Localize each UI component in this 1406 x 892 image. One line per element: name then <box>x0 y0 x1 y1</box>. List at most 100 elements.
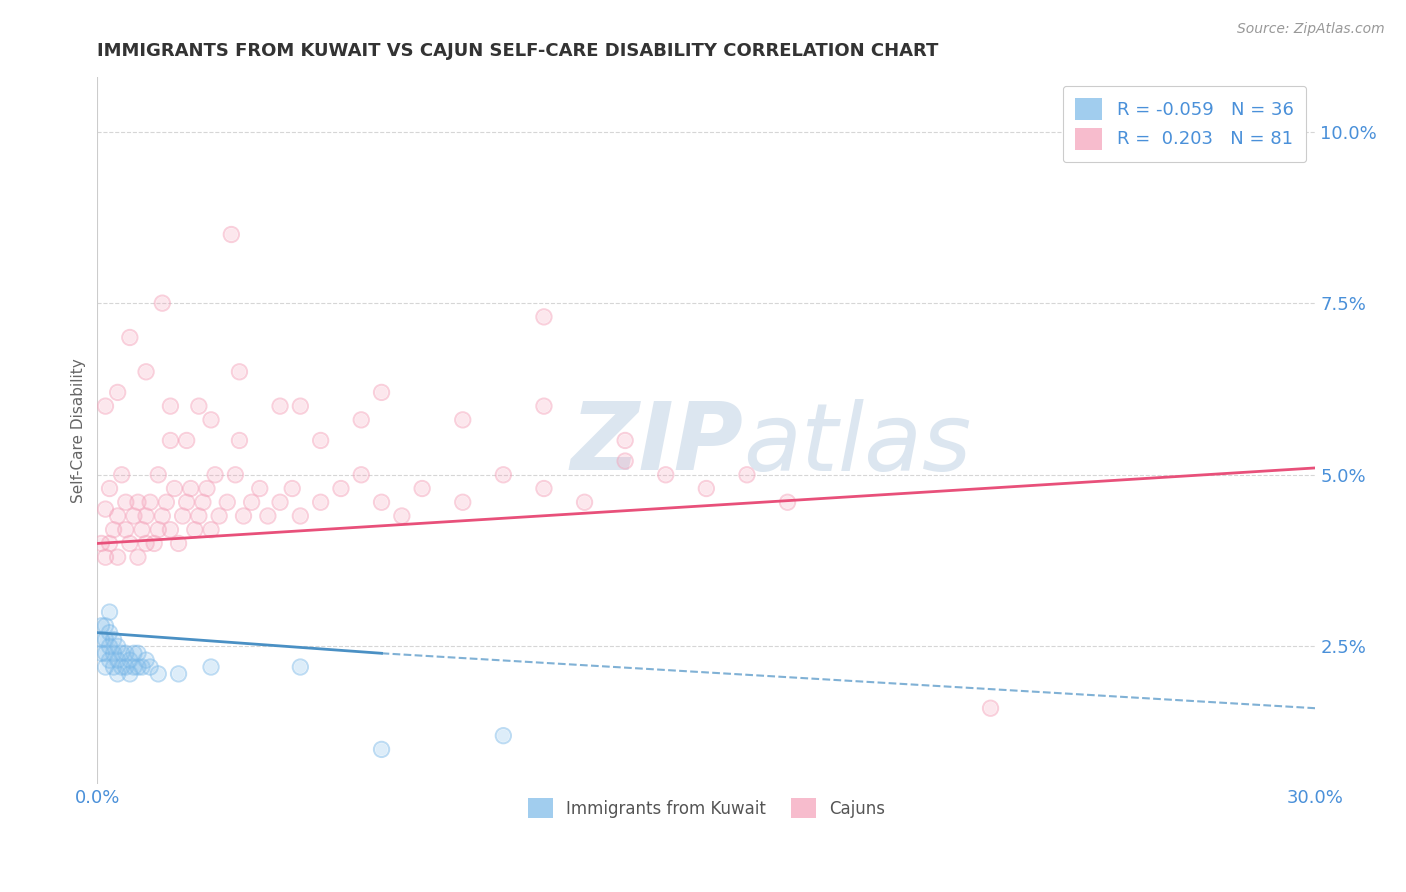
Point <box>614 454 637 468</box>
Point <box>155 495 177 509</box>
Point <box>290 660 312 674</box>
Point <box>94 502 117 516</box>
Point <box>90 646 112 660</box>
Point <box>107 385 129 400</box>
Point <box>451 495 474 509</box>
Point <box>103 660 125 674</box>
Point <box>451 413 474 427</box>
Point <box>257 508 280 523</box>
Point <box>107 666 129 681</box>
Point <box>195 482 218 496</box>
Point <box>492 729 515 743</box>
Point <box>148 467 170 482</box>
Point <box>391 508 413 523</box>
Point <box>150 508 173 523</box>
Point <box>118 330 141 344</box>
Point <box>139 660 162 674</box>
Point <box>122 646 145 660</box>
Point <box>451 495 474 509</box>
Point <box>290 399 312 413</box>
Point <box>107 508 129 523</box>
Point <box>980 701 1002 715</box>
Point <box>98 653 121 667</box>
Point <box>98 536 121 550</box>
Point <box>269 495 291 509</box>
Point <box>127 660 149 674</box>
Point <box>208 508 231 523</box>
Point <box>187 399 209 413</box>
Point <box>135 508 157 523</box>
Point <box>269 495 291 509</box>
Point <box>107 653 129 667</box>
Point <box>135 653 157 667</box>
Point <box>290 660 312 674</box>
Point <box>111 467 134 482</box>
Point <box>103 646 125 660</box>
Point <box>90 632 112 647</box>
Point <box>290 508 312 523</box>
Point <box>127 495 149 509</box>
Point <box>200 660 222 674</box>
Point <box>776 495 799 509</box>
Point <box>257 508 280 523</box>
Point <box>290 399 312 413</box>
Point <box>370 742 392 756</box>
Point <box>114 646 136 660</box>
Point <box>370 495 392 509</box>
Point <box>187 508 209 523</box>
Point <box>143 536 166 550</box>
Point <box>163 482 186 496</box>
Point <box>118 666 141 681</box>
Point <box>204 467 226 482</box>
Point <box>139 495 162 509</box>
Point <box>370 385 392 400</box>
Point <box>90 619 112 633</box>
Text: Source: ZipAtlas.com: Source: ZipAtlas.com <box>1237 22 1385 37</box>
Text: atlas: atlas <box>742 399 972 490</box>
Point <box>269 399 291 413</box>
Point <box>107 385 129 400</box>
Point <box>240 495 263 509</box>
Point <box>94 399 117 413</box>
Point <box>90 536 112 550</box>
Point <box>107 666 129 681</box>
Point <box>228 365 250 379</box>
Point <box>148 523 170 537</box>
Point <box>135 365 157 379</box>
Point <box>107 550 129 565</box>
Point <box>98 653 121 667</box>
Point <box>228 434 250 448</box>
Point <box>131 523 153 537</box>
Point <box>90 619 112 633</box>
Point <box>135 653 157 667</box>
Point <box>533 399 555 413</box>
Point <box>249 482 271 496</box>
Point <box>127 495 149 509</box>
Point <box>111 646 134 660</box>
Text: ZIP: ZIP <box>569 399 742 491</box>
Point <box>159 434 181 448</box>
Point <box>94 550 117 565</box>
Point <box>533 310 555 324</box>
Point <box>148 523 170 537</box>
Point <box>107 508 129 523</box>
Point <box>122 508 145 523</box>
Point <box>224 467 246 482</box>
Point <box>735 467 758 482</box>
Point <box>200 413 222 427</box>
Point <box>200 413 222 427</box>
Point <box>131 660 153 674</box>
Point <box>114 523 136 537</box>
Point <box>350 413 373 427</box>
Point <box>533 482 555 496</box>
Point <box>574 495 596 509</box>
Point <box>184 523 207 537</box>
Point <box>281 482 304 496</box>
Point <box>370 495 392 509</box>
Point <box>118 536 141 550</box>
Point <box>127 646 149 660</box>
Point <box>122 508 145 523</box>
Point <box>533 399 555 413</box>
Point <box>172 508 194 523</box>
Point <box>107 653 129 667</box>
